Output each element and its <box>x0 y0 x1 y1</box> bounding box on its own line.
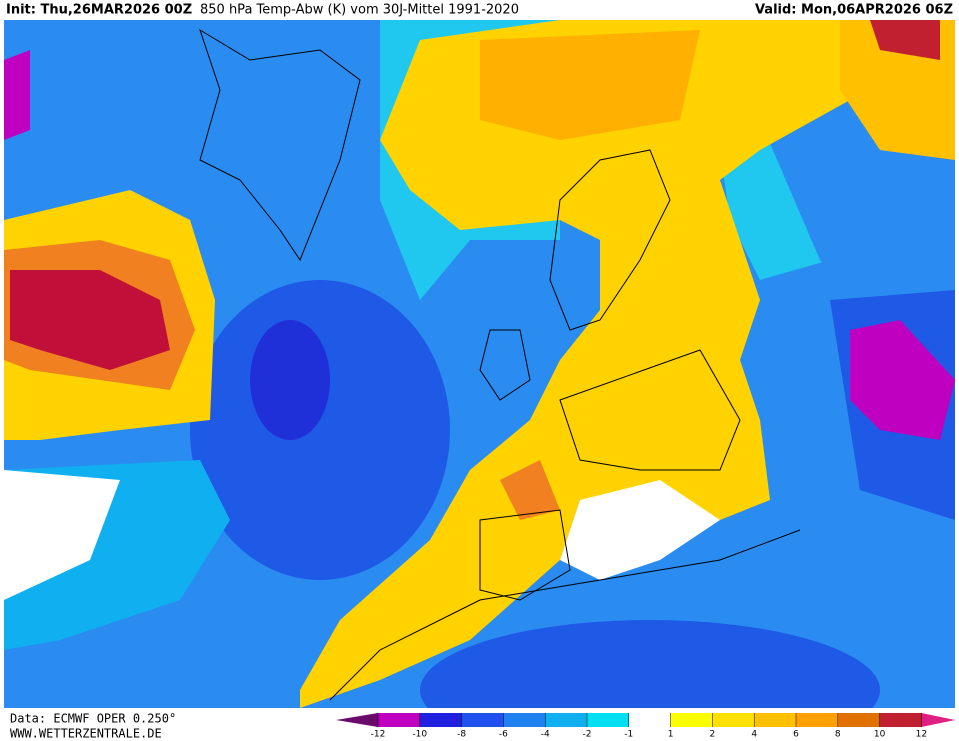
website: WWW.WETTERZENTRALE.DE <box>10 727 162 741</box>
legend-label: 1 <box>668 730 674 740</box>
anomaly-field <box>300 20 860 708</box>
anomaly-field <box>190 280 450 580</box>
anomaly-field <box>850 320 955 440</box>
legend-swatch <box>378 713 420 727</box>
legend-label: -10 <box>412 730 427 740</box>
anomaly-field <box>250 320 330 440</box>
legend-swatch <box>712 713 755 727</box>
anomaly-field <box>480 30 700 140</box>
legend-label: 4 <box>751 730 757 740</box>
legend-swatch <box>796 713 838 727</box>
legend-label: -2 <box>583 730 592 740</box>
legend-label: -8 <box>457 730 466 740</box>
legend-label: -1 <box>624 730 633 740</box>
map-title: 850 hPa Temp-Abw (K) vom 30J-Mittel 1991… <box>200 3 519 18</box>
anomaly-field <box>560 480 720 580</box>
legend-label: -4 <box>541 730 550 740</box>
legend-label: 8 <box>835 730 841 740</box>
legend-swatch <box>587 713 629 727</box>
coastlines <box>199 28 801 701</box>
anomaly-field <box>10 270 170 370</box>
color-legend: -12 -10 -8 -6 -4 -2 -1 1 2 4 6 8 10 12 <box>336 713 955 740</box>
legend-swatch <box>545 713 587 727</box>
legend-arrow <box>336 713 378 727</box>
legend-swatch <box>754 713 796 727</box>
legend-arrow <box>921 713 955 727</box>
legend-label: -6 <box>499 730 508 740</box>
legend-swatch <box>879 713 922 727</box>
legend-swatch <box>837 713 880 727</box>
legend-label: 6 <box>793 730 799 740</box>
init-time: Init: Thu,26MAR2026 00Z <box>6 3 192 18</box>
legend-swatch <box>628 713 671 727</box>
legend-label: 12 <box>916 730 927 740</box>
legend-swatch <box>670 713 713 727</box>
legend-label: -12 <box>371 730 386 740</box>
legend-label: 10 <box>874 730 886 740</box>
legend-swatch <box>461 713 504 727</box>
map <box>4 20 955 708</box>
legend-swatch <box>419 713 462 727</box>
legend-label: 2 <box>710 730 716 740</box>
data-source: Data: ECMWF OPER 0.250° <box>10 712 176 726</box>
valid-time: Valid: Mon,06APR2026 06Z <box>755 3 953 18</box>
anomaly-field <box>870 20 940 60</box>
anomaly-field <box>4 50 30 140</box>
anomaly-field <box>420 620 880 708</box>
anomaly-field <box>760 100 955 330</box>
anomaly-field <box>4 470 120 600</box>
anomaly-field <box>500 460 560 520</box>
legend-swatch <box>503 713 546 727</box>
